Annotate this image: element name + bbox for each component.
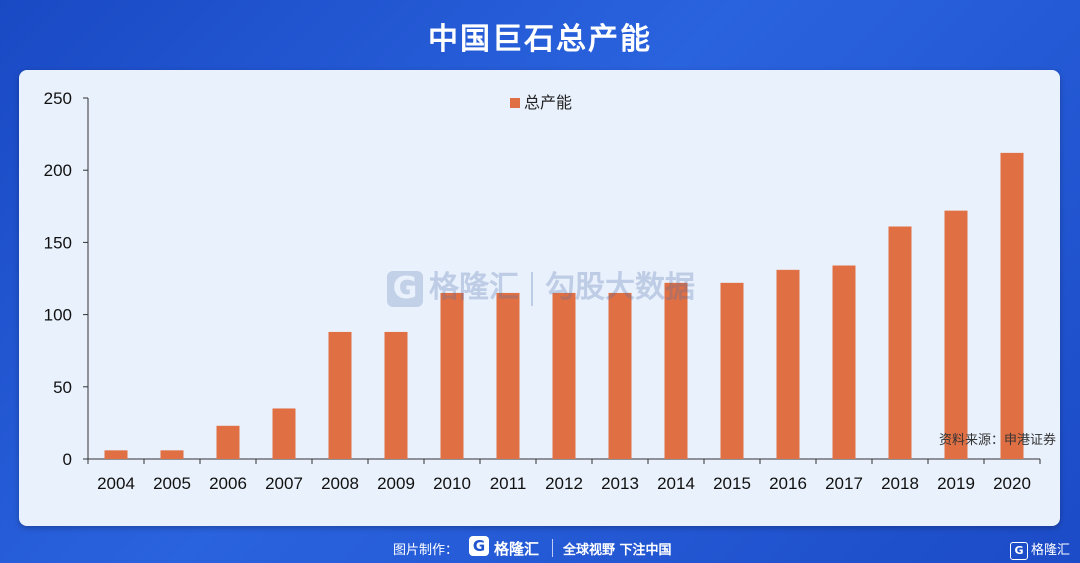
y-tick-label: 50: [53, 378, 72, 397]
legend-swatch: [510, 98, 520, 108]
bar: [888, 226, 912, 459]
bar: [664, 282, 688, 459]
footer-divider: [552, 539, 553, 557]
bar: [328, 331, 352, 459]
x-tick-label: 2014: [657, 474, 695, 493]
y-tick-label: 250: [44, 89, 72, 108]
x-tick-label: 2015: [713, 474, 751, 493]
legend-label: 总产能: [524, 93, 572, 112]
footer: 图片制作： G 格隆汇 全球视野 下注中国 G 格隆汇: [0, 533, 1080, 563]
page-title: 中国巨石总产能: [428, 22, 652, 57]
chart-panel: [19, 70, 1060, 526]
x-tick-label: 2013: [601, 474, 639, 493]
bar: [1000, 152, 1024, 459]
y-tick-label: 0: [63, 450, 72, 469]
bar: [944, 210, 968, 459]
bar: [720, 282, 744, 459]
footer-slogan: 全球视野 下注中国: [563, 543, 672, 558]
x-tick-label: 2007: [265, 474, 303, 493]
bar: [832, 265, 856, 459]
x-tick-label: 2004: [97, 474, 135, 493]
source-note: 资料来源：申港证券: [938, 433, 1056, 448]
corner-logo-icon: G: [1009, 541, 1028, 560]
x-tick-label: 2011: [490, 474, 527, 493]
y-tick-label: 200: [44, 161, 72, 180]
bar: [160, 450, 184, 459]
x-tick-label: 2012: [545, 474, 583, 493]
bar: [104, 450, 128, 459]
footer-brand: 格隆汇: [494, 540, 540, 558]
bar: [496, 292, 520, 459]
x-tick-label: 2006: [209, 474, 247, 493]
footer-credit-label: 图片制作：: [393, 543, 459, 558]
bar: [552, 292, 576, 459]
x-tick-label: 2020: [993, 474, 1031, 493]
y-tick-label: 150: [44, 233, 72, 252]
x-tick-label: 2008: [321, 474, 359, 493]
bar: [608, 292, 632, 459]
bar: [384, 331, 408, 459]
bar: [216, 425, 240, 459]
x-tick-label: 2019: [937, 474, 975, 493]
x-tick-label: 2018: [881, 474, 919, 493]
x-tick-label: 2005: [153, 474, 191, 493]
bar: [776, 269, 800, 459]
bar: [272, 408, 296, 459]
footer-logo-icon: G: [469, 536, 489, 556]
x-tick-label: 2016: [769, 474, 807, 493]
x-tick-label: 2017: [825, 474, 863, 493]
y-tick-label: 100: [44, 306, 72, 325]
x-tick-label: 2010: [433, 474, 471, 493]
bar: [440, 292, 464, 459]
footer-corner-brand: G 格隆汇: [1009, 539, 1070, 560]
x-tick-label: 2009: [377, 474, 415, 493]
corner-brand-text: 格隆汇: [1030, 543, 1070, 558]
